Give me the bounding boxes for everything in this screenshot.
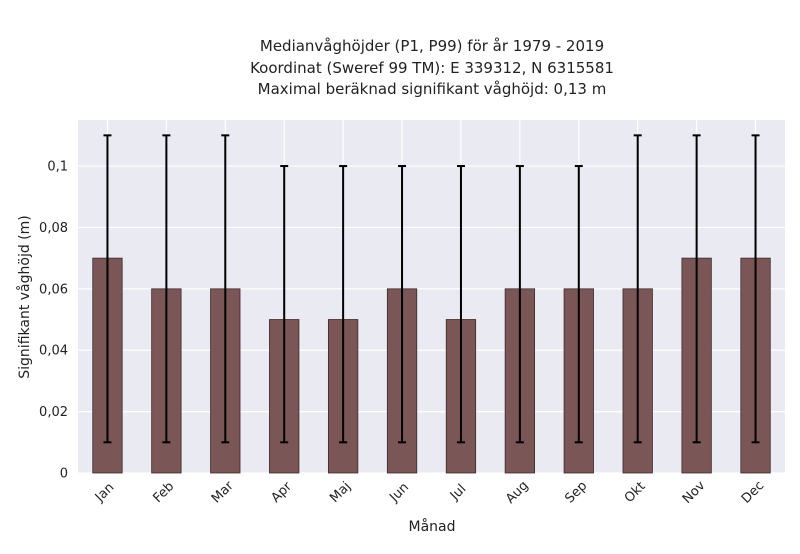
x-tick-label-aug: Aug	[503, 478, 532, 507]
error-bar-feb	[162, 134, 171, 444]
x-tick-labels: Jan Feb Mar Apr Maj Jun Jul Aug Sep Okt Nov Dec	[92, 478, 767, 507]
title-line-1: Medianvåghöjder (P1, P99) för år 1979 - …	[260, 37, 604, 55]
error-bar-okt	[633, 134, 642, 444]
x-tick-label-maj: Maj	[327, 479, 354, 506]
x-tick-label-mar: Mar	[209, 478, 237, 506]
y-tick-label: 0,1	[47, 160, 68, 175]
y-axis-label: Signifikant våghöjd (m)	[16, 215, 33, 378]
x-tick-label-nov: Nov	[680, 478, 709, 507]
error-bar-apr	[280, 165, 289, 444]
y-tick-label: 0,02	[39, 405, 68, 420]
error-bar-sep	[574, 165, 583, 444]
y-tick-label: 0,04	[39, 344, 68, 359]
y-tick-label: 0,06	[39, 282, 68, 297]
error-bars	[103, 134, 760, 444]
error-bar-mar	[221, 134, 230, 444]
error-bar-dec	[751, 134, 760, 444]
plot-area	[78, 120, 785, 473]
error-bar-jun	[398, 165, 407, 444]
x-tick-label-jan: Jan	[92, 480, 117, 505]
chart-title: Medianvåghöjder (P1, P99) för år 1979 - …	[250, 37, 614, 98]
x-tick-label-okt: Okt	[622, 479, 649, 506]
error-bar-jan	[103, 134, 112, 444]
y-tick-label: 0,08	[39, 221, 68, 236]
y-tick-label: 0	[60, 467, 68, 482]
x-tick-label-jul: Jul	[447, 482, 469, 504]
error-bar-nov	[692, 134, 701, 444]
y-tick-labels: 0 0,02 0,04 0,06 0,08 0,1	[39, 160, 68, 482]
x-tick-label-jun: Jun	[386, 480, 412, 506]
x-tick-label-apr: Apr	[268, 479, 295, 506]
error-bar-aug	[515, 165, 524, 444]
x-axis-label: Månad	[409, 518, 456, 535]
error-bar-maj	[339, 165, 348, 444]
x-tick-label-feb: Feb	[150, 479, 177, 506]
error-bar-jul	[456, 165, 465, 444]
title-line-2: Koordinat (Sweref 99 TM): E 339312, N 63…	[250, 59, 614, 77]
x-tick-label-dec: Dec	[739, 478, 767, 506]
title-line-3: Maximal beräknad signifikant våghöjd: 0,…	[258, 80, 607, 98]
x-tick-label-sep: Sep	[562, 479, 590, 507]
